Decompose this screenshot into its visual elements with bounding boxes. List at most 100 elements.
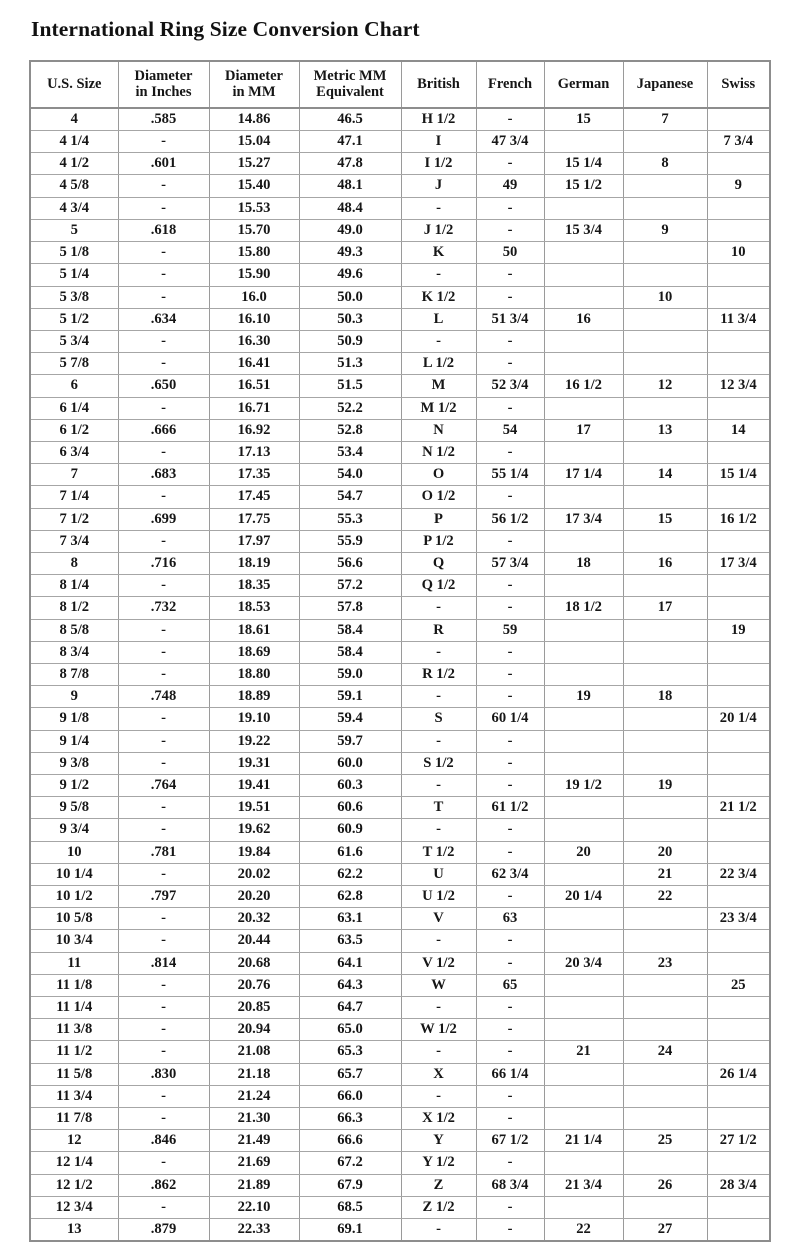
table-row: 6.650 16.51 51.5 M 52 3/4 16 1/2 12 12 3/4 <box>29 374 771 398</box>
cell-french: 52 3/4 <box>475 374 545 398</box>
cell-us: 9 3/8 <box>29 751 119 775</box>
table-row: 9 1/8-19.10 59.4 S 60 1/4 20 1/4 <box>29 707 771 731</box>
cell-japanese: 25 <box>622 1129 708 1153</box>
cell-mm: 17.13 <box>208 440 300 465</box>
cell-inches: - <box>117 1107 210 1131</box>
cell-inches: .618 <box>117 218 210 243</box>
cell-japanese <box>622 1018 708 1042</box>
cell-german <box>543 662 624 687</box>
cell-british: L 1/2 <box>400 352 477 376</box>
cell-swiss <box>706 662 771 687</box>
cell-japanese <box>622 485 708 509</box>
cell-swiss: 9 <box>706 174 771 198</box>
cell-swiss <box>706 840 771 864</box>
cell-mm: 18.80 <box>208 662 300 687</box>
cell-japanese <box>622 707 708 731</box>
cell-us: 8 1/4 <box>29 574 119 598</box>
column-header-inches: Diameter in Inches <box>117 60 210 109</box>
cell-japanese <box>622 263 708 287</box>
cell-metric: 55.3 <box>298 507 402 531</box>
cell-mm: 17.35 <box>208 463 300 487</box>
cell-metric: 63.1 <box>298 907 402 931</box>
cell-british: - <box>400 729 477 753</box>
cell-mm: 20.20 <box>208 884 300 909</box>
cell-swiss <box>706 1018 771 1042</box>
cell-german: 18 1/2 <box>543 596 624 620</box>
column-header-line: Japanese <box>636 76 694 93</box>
cell-inches: - <box>117 1084 210 1109</box>
cell-inches: - <box>117 640 210 664</box>
cell-us: 10 1/4 <box>29 862 119 886</box>
cell-mm: 15.70 <box>208 218 300 243</box>
cell-british: K 1/2 <box>400 285 477 309</box>
cell-british: T <box>400 796 477 820</box>
cell-inches: - <box>117 1018 210 1042</box>
cell-inches: .830 <box>117 1062 210 1086</box>
cell-japanese <box>622 396 708 420</box>
table-row: 10 5/8-20.32 63.1 V 63 23 3/4 <box>29 907 771 931</box>
cell-german: 16 <box>543 307 624 331</box>
cell-german <box>543 485 624 509</box>
column-header-line: German <box>557 76 610 93</box>
cell-german <box>543 995 624 1020</box>
cell-german <box>543 529 624 553</box>
cell-swiss <box>706 218 771 243</box>
cell-japanese: 12 <box>622 374 708 398</box>
cell-british: K <box>400 241 477 265</box>
table-row: 5 1/8-15.80 49.3 K 50 10 <box>29 241 771 265</box>
cell-inches: .650 <box>117 374 210 398</box>
cell-inches: - <box>117 241 210 265</box>
cell-mm: 21.24 <box>208 1084 300 1109</box>
cell-inches: - <box>117 329 210 354</box>
cell-inches: .732 <box>117 596 210 620</box>
cell-british: - <box>400 685 477 709</box>
column-header-line: Diameter <box>134 68 193 85</box>
cell-french: - <box>475 329 545 354</box>
cell-swiss <box>706 285 771 309</box>
cell-swiss <box>706 751 771 775</box>
cell-german: 17 <box>543 418 624 442</box>
table-row: 5 7/8-16.41 51.3 L 1/2- <box>29 352 771 376</box>
cell-french: 54 <box>475 418 545 442</box>
table-row: 11 3/4-21.24 66.0- - <box>29 1084 771 1109</box>
cell-french: - <box>475 751 545 775</box>
cell-swiss <box>706 196 771 220</box>
cell-japanese <box>622 1151 708 1175</box>
cell-swiss <box>706 352 771 376</box>
cell-metric: 66.0 <box>298 1084 402 1109</box>
cell-metric: 60.6 <box>298 796 402 820</box>
cell-british: - <box>400 818 477 842</box>
table-body: 4.585 14.86 46.5 H 1/2-15 7 4 1/4-15.04 47.1 I 4… <box>29 107 771 1242</box>
table-row: 12 1/4-21.69 67.2 Y 1/2- <box>29 1151 771 1175</box>
cell-french: - <box>475 729 545 753</box>
cell-metric: 50.0 <box>298 285 402 309</box>
cell-us: 6 <box>29 374 119 398</box>
cell-mm: 17.75 <box>208 507 300 531</box>
cell-french: - <box>475 1151 545 1175</box>
cell-metric: 65.0 <box>298 1018 402 1042</box>
cell-british: X 1/2 <box>400 1107 477 1131</box>
cell-japanese: 17 <box>622 596 708 620</box>
column-header-line: French <box>487 76 533 93</box>
table-row: 11 7/8-21.30 66.3 X 1/2- <box>29 1107 771 1131</box>
cell-british: N <box>400 418 477 442</box>
cell-british: J 1/2 <box>400 218 477 243</box>
table-row: 5 3/8-16.0 50.0 K 1/2-10 <box>29 285 771 309</box>
table-container: U.S. Size Diameter in Inches Diameter in MM M… <box>29 59 771 1242</box>
cell-metric: 63.5 <box>298 929 402 953</box>
cell-mm: 14.86 <box>208 107 300 132</box>
cell-mm: 17.45 <box>208 485 300 509</box>
cell-german: 22 <box>543 1218 624 1242</box>
cell-inches: .666 <box>117 418 210 442</box>
page-title: International Ring Size Conversion Chart <box>31 17 420 41</box>
ring-size-conversion-table: U.S. Size Diameter in Inches Diameter in MM M… <box>29 59 771 1242</box>
cell-japanese: 26 <box>622 1173 708 1197</box>
cell-mm: 19.22 <box>208 729 300 753</box>
column-header-line: U.S. Size <box>47 76 102 93</box>
table-row: 8 1/4-18.35 57.2 Q 1/2- <box>29 574 771 598</box>
cell-us: 10 3/4 <box>29 929 119 953</box>
cell-japanese <box>622 662 708 687</box>
cell-metric: 51.3 <box>298 352 402 376</box>
cell-french: - <box>475 152 545 176</box>
cell-german: 18 <box>543 551 624 576</box>
